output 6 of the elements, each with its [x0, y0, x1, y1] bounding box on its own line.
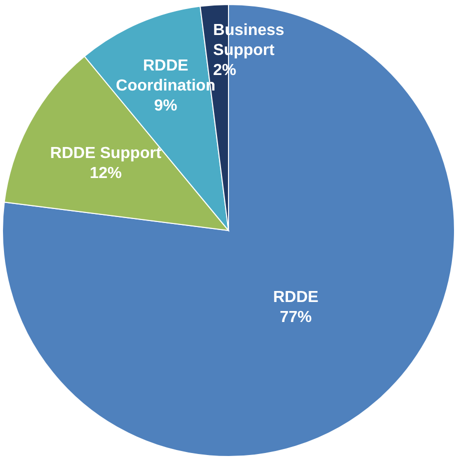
data-label: 77% — [280, 308, 312, 326]
pie-slice — [2, 4, 455, 457]
data-label: 12% — [90, 164, 122, 182]
slice-label: RDDE — [273, 288, 319, 306]
slice-label: RDDE Support — [50, 144, 162, 162]
data-label: 9% — [154, 97, 178, 114]
